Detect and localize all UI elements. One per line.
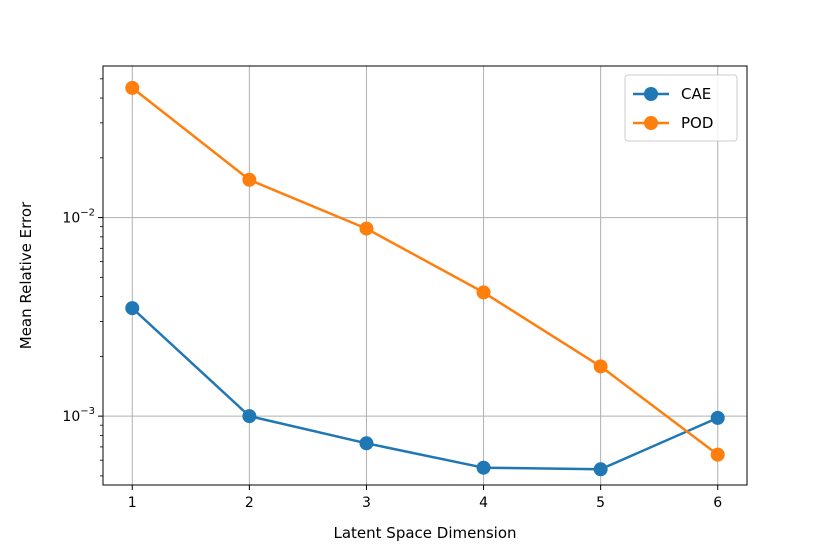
- data-point-cae: [710, 410, 725, 425]
- y-axis-label: Mean Relative Error: [17, 201, 35, 349]
- data-point-pod: [242, 172, 257, 187]
- data-point-cae: [359, 436, 374, 451]
- y-tick-label: 10−3: [62, 406, 95, 425]
- legend-marker-cae: [644, 87, 658, 101]
- legend: CAE POD: [624, 74, 738, 142]
- x-tick-label: 3: [362, 495, 371, 511]
- x-axis-label: Latent Space Dimension: [333, 524, 516, 542]
- data-point-cae: [125, 301, 140, 316]
- x-tick-label: 5: [596, 495, 605, 511]
- y-axis-ticks: 10−3 10−2: [62, 208, 103, 425]
- series-layer: [125, 80, 725, 477]
- axes-frame: [102, 65, 748, 486]
- data-point-cae: [593, 462, 608, 477]
- legend-label: POD: [681, 114, 713, 132]
- x-tick-label: 6: [713, 495, 722, 511]
- series-line-cae: [131, 307, 719, 471]
- x-axis-ticks: 1 2 3 4 5 6: [128, 485, 722, 511]
- x-tick-label: 1: [128, 495, 137, 511]
- series-line-pod: [131, 86, 719, 456]
- data-point-pod: [593, 359, 608, 374]
- x-tick-label: 2: [245, 495, 254, 511]
- data-point-cae: [242, 409, 257, 424]
- data-point-pod: [710, 447, 725, 462]
- legend-marker-pod: [644, 116, 658, 130]
- x-tick-label: 4: [479, 495, 488, 511]
- y-tick-label: 10−2: [62, 208, 95, 227]
- data-point-cae: [476, 460, 491, 475]
- data-point-pod: [125, 80, 140, 95]
- legend-label: CAE: [681, 85, 711, 103]
- data-point-pod: [476, 285, 491, 300]
- data-point-pod: [359, 221, 374, 236]
